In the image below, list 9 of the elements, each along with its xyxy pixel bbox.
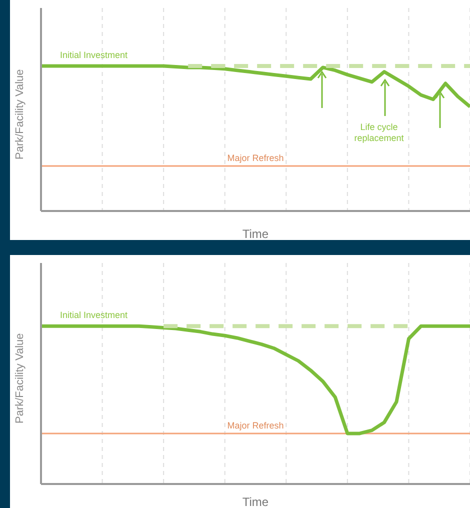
ref-line-label: Major Refresh: [227, 153, 284, 164]
y-axis-title: Park/Facility Value: [14, 69, 26, 160]
series-label: Initial Investment: [60, 50, 128, 60]
ref-line-label: Major Refresh: [227, 420, 284, 430]
x-axis-title: Time: [242, 495, 269, 508]
annotation: Life cycle replacement: [353, 122, 405, 144]
x-axis-title: Time: [242, 227, 269, 241]
y-axis-title: Park/Facility Value: [14, 333, 26, 424]
series-label: Initial Investment: [60, 310, 128, 320]
